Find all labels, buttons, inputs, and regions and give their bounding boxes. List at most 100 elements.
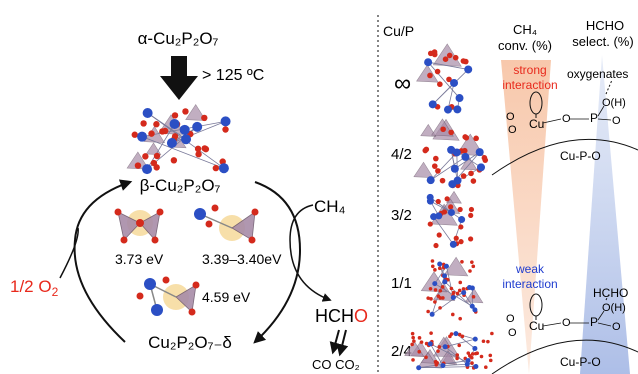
bond	[433, 216, 454, 245]
copper-atom	[461, 152, 470, 161]
copper-atom	[181, 134, 192, 145]
svg-text:1/2 O2: 1/2 O2	[10, 277, 59, 299]
oxygen-atom	[463, 134, 470, 141]
p-atom-top: P	[590, 111, 598, 125]
oxygen-atom	[134, 162, 142, 169]
oxygen-atom	[440, 126, 446, 133]
ratio-3-2: 3/2	[391, 207, 412, 224]
bond	[430, 156, 466, 181]
methane-inlet-arc	[289, 204, 332, 302]
copper-atom	[440, 363, 446, 369]
oxygen-atom	[153, 164, 160, 171]
oxygen-atom	[468, 170, 474, 177]
oxygen-atom	[448, 129, 454, 136]
copper-atom	[426, 197, 434, 205]
oxygen-atom	[436, 232, 442, 238]
oxygen-atom	[410, 342, 414, 347]
polyhedron	[145, 142, 162, 156]
oxygen-atom	[433, 360, 438, 364]
oxygen-atom	[201, 145, 208, 152]
hcho-selectivity-wedge	[580, 55, 630, 374]
copper-atom	[427, 341, 433, 347]
copper-atom	[166, 138, 177, 149]
oxygen-atom	[222, 126, 229, 133]
oxygen-atom	[428, 286, 433, 291]
vacancy-motif-a	[114, 208, 164, 244]
oxygen-atom	[470, 361, 474, 365]
oxygen-atom	[460, 334, 465, 339]
oxygen-atom	[171, 133, 179, 140]
bond	[447, 82, 455, 110]
oxygen-atom	[437, 81, 443, 88]
oxygen-atom	[457, 206, 463, 213]
oxygen-atom	[471, 294, 476, 299]
copper-atom	[449, 240, 457, 248]
copper-atom	[477, 163, 486, 172]
copper-atom	[458, 216, 466, 224]
bond	[429, 343, 444, 366]
oxygen-atom	[470, 352, 475, 356]
copper-atom	[169, 118, 180, 129]
oxygen-atom	[438, 296, 443, 300]
oxygen-atom	[468, 236, 474, 242]
oxygen-atom	[441, 296, 445, 300]
copper-atom	[473, 363, 479, 369]
ratio-4-2: 4/2	[391, 146, 412, 163]
oxygen-atom	[194, 145, 202, 153]
oxygen-atom	[437, 266, 442, 271]
oxygen-atom	[460, 173, 467, 179]
copper-atom	[416, 365, 422, 371]
oxygenates-label: oxygenates	[567, 67, 628, 81]
oxygen-atom	[486, 339, 490, 344]
copper-atom	[448, 180, 457, 189]
byproducts-label: CO CO₂	[312, 357, 360, 372]
crystal-ratio-2-4	[404, 331, 494, 371]
bond	[429, 197, 462, 220]
cycle-arc-left	[73, 179, 133, 343]
oxygen-atom	[490, 331, 494, 336]
oxygen-atom	[461, 287, 466, 291]
oxygen-atom	[481, 155, 488, 161]
reduced-phase-label: Cu₂P₂O₇₋δ	[148, 333, 232, 352]
vacancy-motif-c	[136, 276, 200, 316]
oxygen-label: 1/2 O2	[10, 277, 59, 299]
copper-atom	[455, 94, 464, 103]
oxygen-atom	[446, 76, 452, 83]
copper-atom	[453, 105, 462, 114]
bond	[432, 69, 469, 105]
copper-atom	[453, 331, 459, 337]
copper-atom	[428, 100, 437, 109]
polyhedron	[185, 104, 207, 121]
oxygen-atom	[440, 285, 445, 289]
oxygen-atom	[468, 212, 474, 219]
product-oxygen: O	[354, 306, 368, 326]
oh-label-bottom: O(H)	[602, 302, 626, 314]
bond	[442, 363, 468, 367]
copper-atom	[461, 290, 467, 296]
oxygen-atom	[457, 343, 462, 348]
energy-label-a: 3.73 eV	[115, 251, 164, 267]
copper-atom	[426, 176, 435, 185]
copper-atom	[450, 164, 459, 173]
copper-atom	[142, 108, 153, 119]
oxygen-atom	[430, 259, 435, 263]
oxygen-atom	[435, 168, 441, 174]
copper-atom	[464, 65, 473, 74]
oxygen-atom	[159, 128, 166, 135]
copper-atom	[137, 131, 148, 142]
oxygen-atom	[433, 268, 437, 272]
copper-atom	[424, 58, 433, 67]
oxygen-atom	[429, 297, 433, 301]
site-label-top: Cu-P-O	[560, 149, 601, 163]
o-atom-bottom-1: O	[506, 313, 515, 325]
copper-atom	[179, 124, 190, 135]
oxygen-atom	[458, 239, 464, 245]
copper-atom	[443, 263, 449, 269]
oxygen-atom	[427, 221, 433, 227]
oxygen-atom	[195, 151, 202, 158]
crystal-ratio-1-1	[420, 256, 484, 321]
copper-atom	[442, 279, 448, 285]
o-atom-bottom-2: O	[508, 327, 517, 339]
copper-atom	[435, 212, 443, 220]
